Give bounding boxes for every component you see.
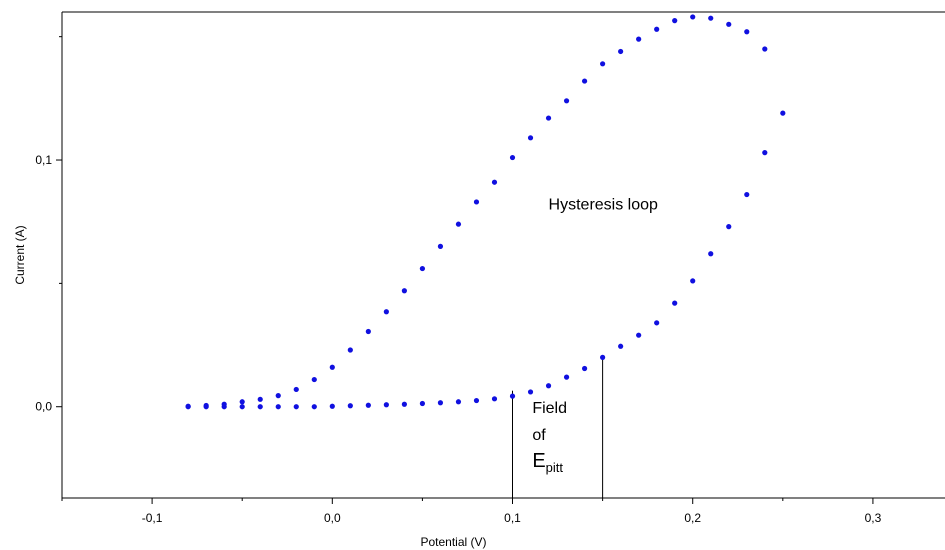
data-point	[491, 396, 498, 402]
data-point	[527, 135, 534, 141]
data-point	[581, 78, 588, 84]
x-tick-label: 0,2	[684, 511, 701, 525]
data-point	[563, 374, 570, 380]
data-point	[527, 389, 534, 395]
data-point	[257, 404, 263, 410]
data-point	[383, 402, 389, 408]
x-tick-label: 0,1	[504, 511, 521, 525]
epitt-field-lines	[512, 357, 604, 498]
data-point	[563, 98, 570, 104]
data-point	[491, 179, 498, 185]
annotation-epitt: Epitt	[532, 450, 563, 475]
data-point	[726, 21, 732, 27]
data-point	[455, 399, 462, 405]
data-point	[275, 393, 281, 399]
data-point	[636, 36, 642, 42]
data-point	[293, 404, 299, 410]
data-point	[401, 401, 407, 407]
data-point	[455, 221, 462, 227]
data-point	[203, 402, 209, 409]
data-point	[545, 383, 552, 389]
data-point	[581, 365, 588, 372]
data-point	[437, 400, 444, 406]
y-axis-title: Current (A)	[13, 225, 27, 284]
data-point	[239, 404, 245, 410]
data-point	[401, 288, 407, 294]
data-point	[600, 61, 606, 67]
y-tick-label: 0,1	[35, 153, 52, 167]
x-tick-label: 0,0	[324, 511, 341, 525]
data-point	[654, 320, 660, 326]
y-tick-label: 0,0	[35, 400, 52, 414]
data-point	[618, 48, 624, 55]
data-point	[257, 396, 263, 402]
annotation-label: Hysteresis loop	[549, 196, 658, 213]
data-point	[383, 309, 389, 315]
data-point	[654, 26, 660, 32]
data-point	[545, 115, 552, 121]
data-point	[672, 18, 678, 24]
data-point	[221, 401, 227, 407]
data-point	[419, 265, 426, 272]
data-point	[311, 404, 317, 410]
data-point	[347, 403, 353, 409]
data-point	[185, 403, 191, 409]
data-point	[708, 15, 714, 21]
data-point	[275, 404, 281, 410]
data-point	[672, 300, 678, 306]
data-point	[618, 343, 624, 349]
data-point	[311, 376, 317, 383]
annotation-label: Field	[532, 400, 567, 417]
data-point	[744, 191, 750, 198]
data-point	[239, 399, 245, 405]
data-point	[437, 243, 444, 249]
data-point	[347, 347, 353, 353]
data-point	[419, 400, 426, 407]
data-point	[690, 278, 696, 284]
x-axis: -0,1 0,0 0,1 0,2 0,3	[61, 498, 882, 525]
x-tick-label: -0,1	[142, 511, 163, 525]
data-point	[762, 46, 768, 52]
data-point	[762, 150, 768, 156]
data-point	[780, 110, 786, 116]
y-axis: 0,0 0,1	[35, 36, 62, 414]
data-point	[708, 251, 714, 257]
annotation-label: of	[532, 427, 546, 444]
data-point	[365, 328, 371, 335]
x-tick-label: 0,3	[865, 511, 882, 525]
data-point	[473, 199, 480, 205]
data-point	[600, 354, 606, 360]
data-point	[509, 154, 516, 161]
axes-frame	[61, 11, 945, 499]
data-points	[185, 14, 786, 410]
data-point	[365, 402, 371, 408]
data-point	[726, 224, 732, 230]
x-axis-title: Potential (V)	[420, 535, 486, 549]
data-point	[329, 364, 335, 370]
data-point	[293, 386, 299, 393]
data-point	[744, 29, 750, 35]
data-point	[509, 393, 516, 399]
data-point	[636, 332, 642, 338]
data-point	[473, 397, 480, 404]
data-point	[690, 14, 696, 20]
data-point	[329, 403, 335, 409]
